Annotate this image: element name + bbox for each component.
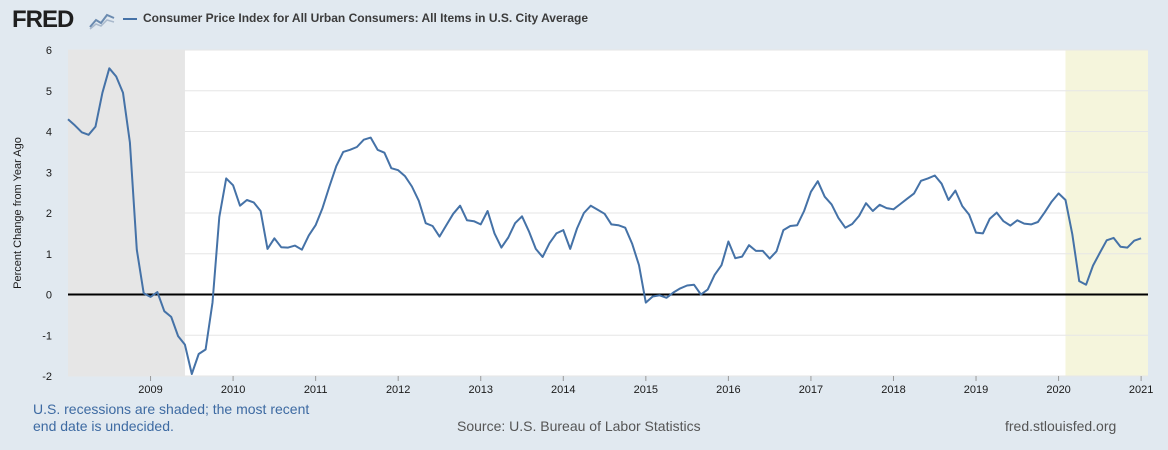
x-tick-label: 2016 <box>716 384 740 396</box>
line-chart: -2 -1 0 1 2 3 4 5 6 2009 2010 2011 2012 2013 2014 2015… <box>12 45 1153 396</box>
legend-series-swatch <box>123 18 137 20</box>
source-note: Source: U.S. Bureau of Labor Statistics <box>457 418 701 434</box>
y-tick-label: 0 <box>46 290 52 302</box>
x-tick-label: 2019 <box>964 384 988 396</box>
y-tick-label: 2 <box>46 208 52 220</box>
x-tick-label: 2012 <box>386 384 410 396</box>
y-tick-label: 1 <box>46 249 52 261</box>
x-tick-label: 2021 <box>1129 384 1153 396</box>
y-tick-label: 3 <box>46 167 52 179</box>
x-tick-label: 2018 <box>881 384 905 396</box>
x-tick-label: 2014 <box>551 384 575 396</box>
recession-note: U.S. recessions are shaded; the most rec… <box>33 401 310 434</box>
fred-url-link[interactable]: fred.stlouisfed.org <box>1005 418 1117 434</box>
y-tick-label: 4 <box>46 127 52 139</box>
x-tick-label: 2011 <box>304 384 328 396</box>
x-tick-label: 2020 <box>1046 384 1070 396</box>
y-axis-label: Percent Change from Year Ago <box>12 137 24 289</box>
series-line-1[interactable] <box>67 67 1142 375</box>
fred-logo[interactable]: FRED <box>12 6 74 33</box>
x-tick-label: 2017 <box>799 384 823 396</box>
y-tick-label: -2 <box>42 371 52 383</box>
x-tick-label: 2010 <box>221 384 245 396</box>
fred-graph-icon <box>89 10 115 30</box>
x-tick-label: 2013 <box>468 384 492 396</box>
y-tick-label: -1 <box>42 330 52 342</box>
x-tick-label: 2015 <box>634 384 658 396</box>
y-tick-label: 5 <box>46 86 52 98</box>
chart-header: FRED Consumer Price Index for All Urban … <box>0 0 1168 40</box>
y-tick-label: 6 <box>46 45 52 57</box>
legend-series-label[interactable]: Consumer Price Index for All Urban Consu… <box>143 11 588 25</box>
x-tick-label: 2009 <box>138 384 162 396</box>
